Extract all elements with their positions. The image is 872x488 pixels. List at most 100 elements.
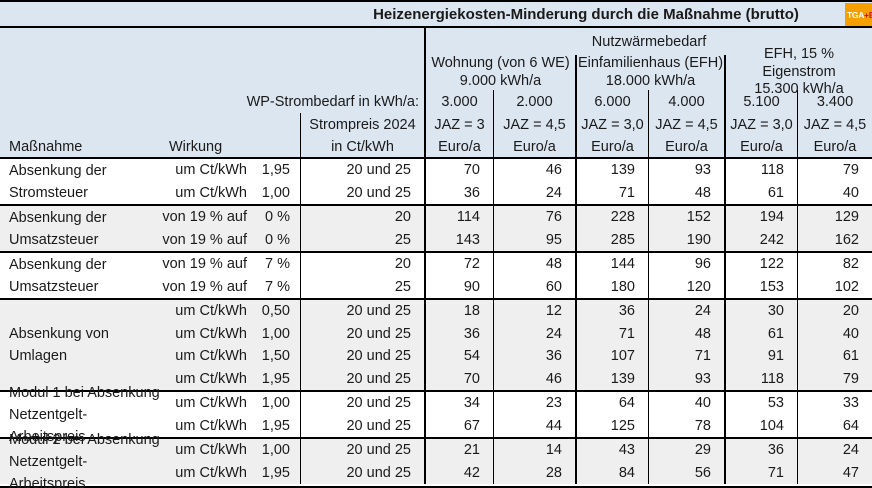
euro-value-cell: 95 [493,228,575,251]
euro-value-cell: 61 [797,345,872,368]
wirkung-cell: um Ct/kWh [175,370,247,387]
euro-value-cell: 56 [648,461,724,484]
euro-value-cell: 36 [493,345,575,368]
euro-value-cell: 139 [575,159,648,182]
euro-value-cell: 48 [648,322,724,345]
euro-value-cell: 24 [493,181,575,204]
measure-group-2: Absenkung der Umsatzsteuer von 19 % auf 0 %… [0,204,872,251]
jaz-value: JAZ = 3 [424,113,493,136]
strompreis-cell: 20 und 25 [300,159,424,182]
euro-value-cell: 78 [648,414,724,437]
wirkung-cell: von 19 % auf [162,256,247,273]
euro-value-cell: 36 [575,300,648,323]
nutzwaermebedarf-header: Nutzwärmebedarf [424,28,872,55]
euro-value-cell: 70 [424,367,493,390]
euro-value-cell: 93 [648,159,724,182]
unit-label: Euro/a [493,136,575,157]
euro-value-cell: 125 [575,414,648,437]
strompreis-header-line1: Strompreis 2024 [300,113,424,136]
euro-value-cell: 162 [797,228,872,251]
euro-value-cell: 285 [575,228,648,251]
jaz-value: JAZ = 3,0 [575,113,648,136]
wirkung-value-cell: 1,95 [261,370,290,387]
euro-value-cell: 144 [575,253,648,276]
wirkung-value-cell: 7 % [265,278,290,295]
measure-group-4: Absenkung von Umlagen um Ct/kWh 0,50 20 und … [0,298,872,390]
massnahme-header: Maßnahme [9,138,83,155]
wp-strombedarf-label: WP-Strombedarf in kWh/a: [246,93,419,110]
euro-value-cell: 60 [493,275,575,298]
euro-value-cell: 82 [797,253,872,276]
euro-value-cell: 21 [424,439,493,462]
euro-value-cell: 152 [648,206,724,229]
euro-value-cell: 79 [797,367,872,390]
strompreis-cell: 20 und 25 [300,392,424,415]
euro-value-cell: 71 [648,345,724,368]
unit-label: Euro/a [575,136,648,157]
strompreis-cell: 20 und 25 [300,439,424,462]
euro-value-cell: 71 [575,322,648,345]
euro-value-cell: 143 [424,228,493,251]
euro-value-cell: 64 [575,392,648,415]
wirkung-value-cell: 1,00 [261,184,290,201]
euro-value-cell: 36 [424,181,493,204]
wirkung-value-cell: 7 % [265,256,290,273]
euro-value-cell: 30 [724,300,797,323]
euro-value-cell: 61 [724,181,797,204]
table-title-row: Heizenergiekosten-Minderung durch die Ma… [0,2,872,28]
strompreis-header-line2: in Ct/kWh [300,136,424,157]
table-header: Nutzwärmebedarf Wohnung (von 6 WE) 9.000… [0,28,872,159]
wirkung-value-cell: 1,00 [261,442,290,459]
measure-label: Modul 2 bei Absenkung Netzentgelt-Arbeits… [9,431,160,488]
euro-value-cell: 24 [797,439,872,462]
euro-value-cell: 20 [797,300,872,323]
wirkung-cell: um Ct/kWh [175,348,247,365]
euro-value-cell: 64 [797,414,872,437]
wirkung-value-cell: 1,95 [261,417,290,434]
euro-value-cell: 190 [648,228,724,251]
euro-value-cell: 29 [648,439,724,462]
euro-value-cell: 90 [424,275,493,298]
euro-value-cell: 180 [575,275,648,298]
euro-value-cell: 107 [575,345,648,368]
strompreis-cell: 20 und 25 [300,181,424,204]
euro-value-cell: 129 [797,206,872,229]
euro-value-cell: 194 [724,206,797,229]
jaz-value: JAZ = 4,5 [493,113,575,136]
measure-label: Absenkung der Stromsteuer [9,162,107,201]
table-body: Absenkung der Stromsteuer um Ct/kWh 1,95 20 … [0,159,872,488]
euro-value-cell: 24 [648,300,724,323]
wirkung-cell: um Ct/kWh [175,162,247,179]
measure-label: Modul 1 bei Absenkung Netzentgelt-Arbeits… [9,384,160,445]
measure-label: Absenkung von Umlagen [9,326,109,364]
wirkung-value-cell: 1,95 [261,464,290,481]
wirkung-cell: um Ct/kWh [175,395,247,412]
euro-value-cell: 14 [493,439,575,462]
strombedarf-value: 3.400 [797,90,872,113]
euro-value-cell: 18 [424,300,493,323]
euro-value-cell: 153 [724,275,797,298]
euro-value-cell: 139 [575,367,648,390]
euro-value-cell: 93 [648,367,724,390]
jaz-value: JAZ = 3,0 [724,113,797,136]
euro-value-cell: 118 [724,159,797,182]
euro-value-cell: 40 [648,392,724,415]
euro-value-cell: 61 [724,322,797,345]
euro-value-cell: 72 [424,253,493,276]
strompreis-cell: 20 [300,206,424,229]
wirkung-value-cell: 1,00 [261,395,290,412]
euro-value-cell: 71 [724,461,797,484]
strombedarf-value: 2.000 [493,90,575,113]
euro-value-cell: 43 [575,439,648,462]
measure-label: Absenkung der Umsatzsteuer [9,256,107,295]
euro-value-cell: 104 [724,414,797,437]
wirkung-cell: um Ct/kWh [175,417,247,434]
table-title: Heizenergiekosten-Minderung durch die Ma… [373,5,799,23]
euro-value-cell: 70 [424,159,493,182]
euro-value-cell: 228 [575,206,648,229]
jaz-value: JAZ = 4,5 [797,113,872,136]
euro-value-cell: 120 [648,275,724,298]
wirkung-value-cell: 0,50 [261,303,290,320]
euro-value-cell: 36 [424,322,493,345]
wirkung-cell: um Ct/kWh [175,184,247,201]
